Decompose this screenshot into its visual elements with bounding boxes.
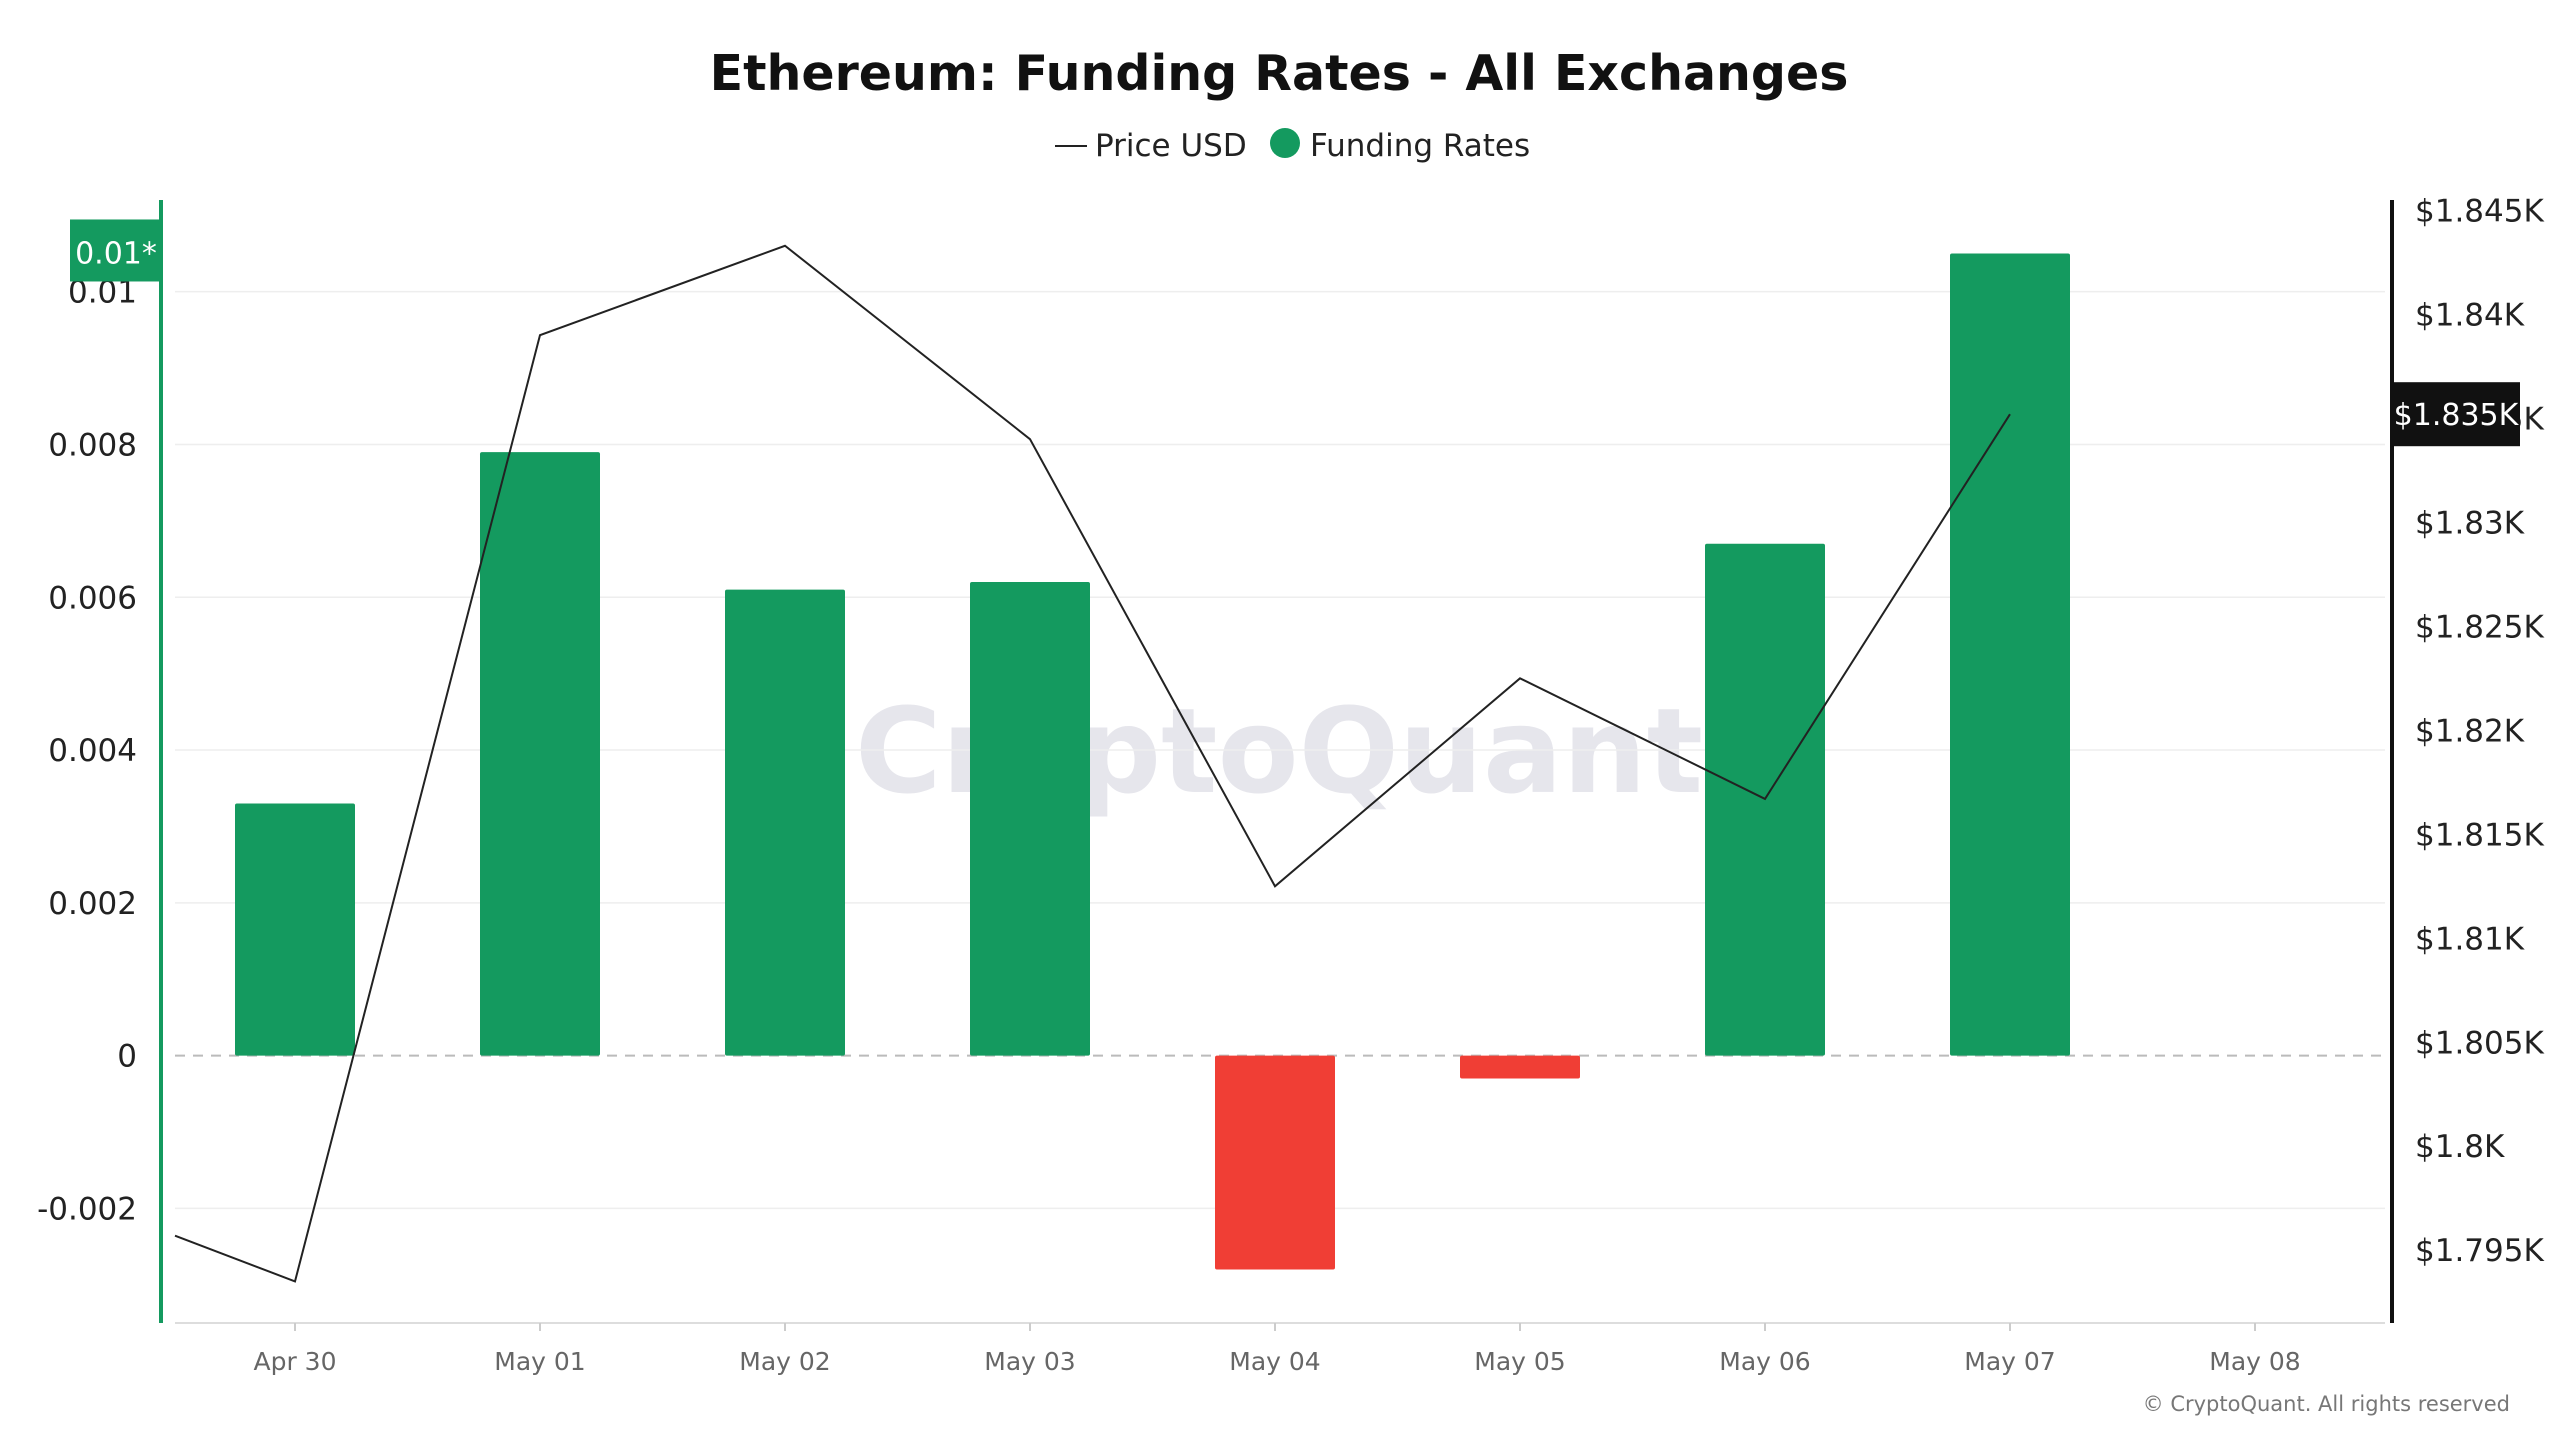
copyright: © CryptoQuant. All rights reserved (2143, 1392, 2510, 1416)
current-funding-badge: 0.01* (70, 219, 162, 282)
price-usd-line[interactable] (174, 244, 2011, 1283)
right-tick-label: $1.83K (2415, 505, 2525, 541)
legend-price-label[interactable]: Price USD (1095, 128, 1247, 164)
x-tick-label: May 04 (1229, 1347, 1320, 1376)
left-tick-label: -0.002 (37, 1191, 137, 1227)
funding-bar-may-02[interactable] (725, 589, 845, 1056)
x-axis-ticks: Apr 30 May 01 May 02 May 03 May 04 May 05 May … (253, 1323, 2301, 1376)
left-tick-label: 0 (117, 1039, 137, 1075)
funding-bars (235, 253, 2070, 1270)
right-tick-label: $1.8K (2415, 1129, 2505, 1165)
x-tick-label: May 08 (2209, 1347, 2300, 1376)
funding-bar-may-04[interactable] (1215, 1055, 1335, 1270)
right-tick-label: $1.825K (2415, 609, 2544, 645)
right-tick-label: $1.805K (2415, 1025, 2544, 1061)
left-tick-label: 0.008 (48, 427, 137, 463)
current-funding-badge-bg (70, 219, 162, 282)
x-tick-label: May 07 (1964, 1347, 2055, 1376)
right-tick-label: $1.795K (2415, 1233, 2544, 1269)
right-tick-label: $1.82K (2415, 713, 2525, 749)
x-tick-label: May 02 (739, 1347, 830, 1376)
left-tick-label: 0.006 (48, 580, 137, 616)
right-tick-label: $1.845K (2415, 193, 2544, 229)
legend: Price USD Funding Rates (1055, 128, 1530, 164)
funding-bar-may-01[interactable] (480, 452, 600, 1056)
chart-title: Ethereum: Funding Rates - All Exchanges (710, 45, 1849, 102)
x-tick-label: Apr 30 (253, 1347, 336, 1376)
x-tick-label: May 05 (1474, 1347, 1565, 1376)
funding-bar-may-05[interactable] (1460, 1055, 1580, 1079)
current-price-badge-bg (2392, 382, 2520, 447)
right-tick-label: $1.81K (2415, 921, 2525, 957)
funding-bar-apr-30[interactable] (235, 803, 355, 1056)
right-tick-label: $1.84K (2415, 297, 2525, 333)
x-tick-label: May 06 (1719, 1347, 1810, 1376)
funding-bar-may-03[interactable] (970, 581, 1090, 1056)
funding-bar-may-07[interactable] (1950, 253, 2070, 1056)
left-tick-label: 0.004 (48, 733, 137, 769)
current-funding-badge-label: 0.01* (75, 236, 157, 271)
price-line (174, 244, 2011, 1283)
x-tick-label: May 01 (494, 1347, 585, 1376)
right-tick-label: $1.815K (2415, 817, 2544, 853)
legend-funding-label[interactable]: Funding Rates (1310, 128, 1530, 164)
right-axis-ticks: $1.795K $1.8K $1.805K $1.81K $1.815K $1.82K $1… (2415, 193, 2544, 1269)
current-price-badge: $1.835K (2392, 382, 2520, 447)
legend-funding-dot-icon (1270, 128, 1300, 158)
left-tick-label: 0.002 (48, 886, 137, 922)
x-tick-label: May 03 (984, 1347, 1075, 1376)
current-price-badge-label: $1.835K (2394, 398, 2520, 433)
